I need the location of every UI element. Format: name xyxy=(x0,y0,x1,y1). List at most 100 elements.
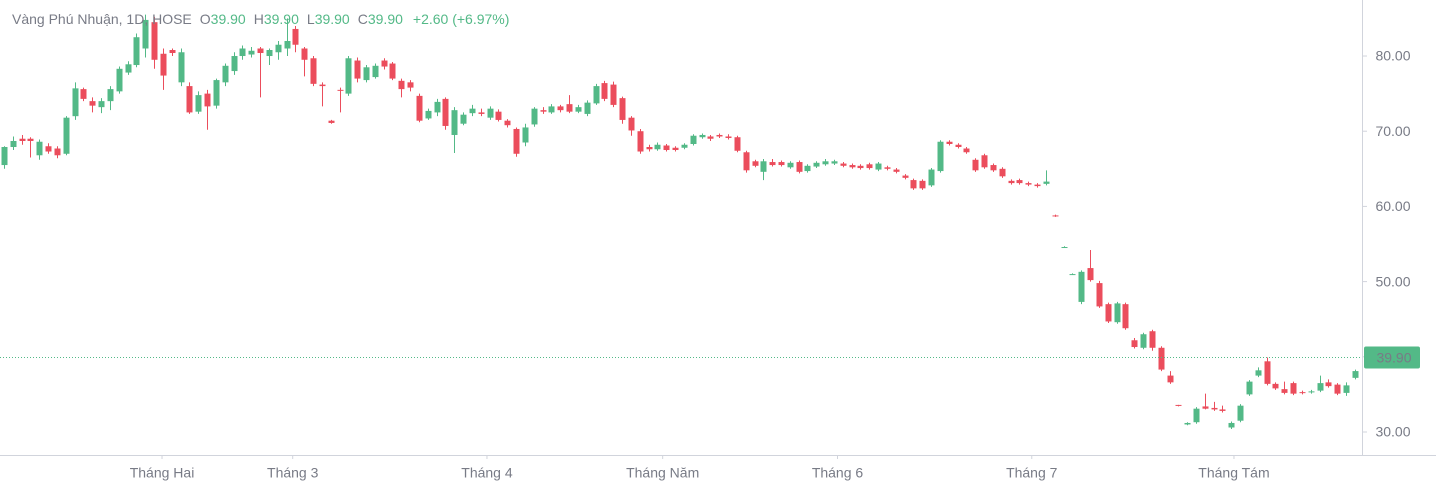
candle-body xyxy=(1,147,8,166)
candle-body xyxy=(893,169,900,172)
candle-body xyxy=(857,165,864,169)
candle-body xyxy=(778,162,785,166)
candle-body xyxy=(937,141,944,172)
candle-body xyxy=(849,165,856,168)
candle-body xyxy=(504,120,511,126)
candle-body xyxy=(1343,385,1350,393)
candle-body xyxy=(1299,392,1306,394)
candle-body xyxy=(681,144,688,148)
candle-body xyxy=(469,108,476,114)
candle-body xyxy=(990,165,997,171)
candle-body xyxy=(1246,381,1253,395)
candle-body xyxy=(354,60,361,79)
candle-body xyxy=(1158,347,1165,370)
candle-body xyxy=(45,146,52,152)
candle-body xyxy=(840,163,847,166)
candle-body xyxy=(204,93,211,107)
candle-body xyxy=(787,162,794,168)
candle-body xyxy=(178,52,185,83)
candle-body xyxy=(575,107,582,112)
candle-body xyxy=(407,82,414,88)
candle-body xyxy=(1078,271,1085,302)
candle-body xyxy=(10,140,17,148)
symbol: Vàng Phú Nhuận, 1D, HOSE xyxy=(12,11,192,27)
candle-body xyxy=(381,60,388,67)
candle-body xyxy=(107,89,114,102)
candle-body xyxy=(27,138,34,141)
candle-body xyxy=(1140,334,1147,348)
candle-body xyxy=(116,68,123,92)
candle-body xyxy=(345,58,352,94)
candle-body xyxy=(275,44,282,53)
candle-body xyxy=(540,110,547,112)
candle-body xyxy=(54,148,61,156)
candle-body xyxy=(451,110,458,135)
candle-body xyxy=(734,137,741,151)
candle-body xyxy=(1202,406,1209,409)
candle-body xyxy=(125,64,132,73)
field-key: L xyxy=(307,11,315,27)
candle-body xyxy=(1175,404,1182,406)
candle-body xyxy=(796,162,803,172)
candle-body xyxy=(1131,340,1138,348)
candle-body xyxy=(716,134,723,137)
candle-body xyxy=(601,83,608,99)
candle-body xyxy=(646,147,653,150)
candle-body xyxy=(363,67,370,81)
candle-body xyxy=(884,167,891,169)
field-key: O xyxy=(200,11,211,27)
candle-body xyxy=(1025,183,1032,185)
candle-body xyxy=(593,86,600,104)
y-tick-label: 80.00 xyxy=(1375,48,1410,64)
candle-body xyxy=(442,98,449,126)
candle-body xyxy=(1122,304,1129,329)
candle-body xyxy=(654,144,661,150)
candle-body xyxy=(1272,383,1279,389)
candle-body xyxy=(822,161,829,165)
candle-body xyxy=(866,164,873,169)
candle-body xyxy=(1052,215,1059,217)
candle-body xyxy=(946,141,953,144)
candle-body xyxy=(416,95,423,121)
candle-body xyxy=(672,147,679,151)
candle-body xyxy=(566,104,573,112)
x-tick-label: Tháng Hai xyxy=(130,465,195,481)
candle-body xyxy=(663,145,670,151)
candle-body xyxy=(752,161,759,166)
candle-body xyxy=(548,106,555,113)
candle-body xyxy=(1184,422,1191,425)
candle-body xyxy=(398,80,405,90)
candle-body xyxy=(707,136,714,139)
candle-body xyxy=(1114,303,1121,323)
candle-body xyxy=(248,50,255,55)
candle-body xyxy=(284,40,291,49)
candle-body xyxy=(557,106,564,111)
candle-body xyxy=(1211,407,1218,410)
candle-body xyxy=(725,136,732,138)
field-value: 39.90 xyxy=(211,11,246,27)
field-value: 39.90 xyxy=(264,11,299,27)
candle-body xyxy=(928,169,935,186)
field-value: 39.90 xyxy=(368,11,403,27)
y-tick-label: 50.00 xyxy=(1375,273,1410,289)
candle-body xyxy=(999,168,1006,177)
candle-body xyxy=(522,127,529,143)
candle-body xyxy=(239,48,246,57)
candle-body xyxy=(699,134,706,138)
candle-body xyxy=(1105,304,1112,322)
field-key: H xyxy=(254,11,264,27)
candle-body xyxy=(963,148,970,153)
candle-body xyxy=(902,175,909,178)
candle-body xyxy=(222,65,229,83)
candle-body xyxy=(513,128,520,154)
candle-body xyxy=(531,108,538,125)
candle-body xyxy=(292,28,299,45)
candle-body xyxy=(813,162,820,167)
y-tick-label: 30.00 xyxy=(1375,424,1410,440)
candle-body xyxy=(910,180,917,189)
y-tick-label: 60.00 xyxy=(1375,198,1410,214)
candle-body xyxy=(1087,268,1094,281)
candle-body xyxy=(257,48,264,54)
candle-body xyxy=(875,163,882,170)
